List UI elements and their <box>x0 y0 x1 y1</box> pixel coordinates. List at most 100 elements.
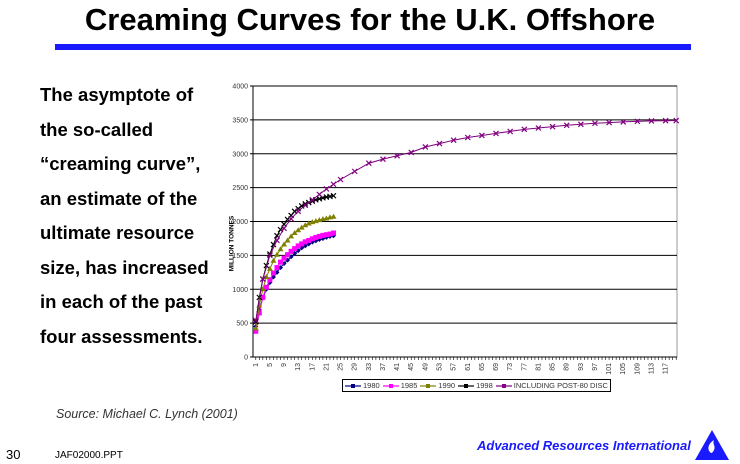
x-tick-label: 17 <box>309 363 316 371</box>
x-tick-label: 69 <box>493 363 500 371</box>
data-point <box>436 140 443 147</box>
y-tick-label: 3500 <box>232 117 248 124</box>
data-point <box>563 122 570 129</box>
data-point <box>302 239 308 245</box>
data-point <box>273 251 280 257</box>
body-line: the so-called <box>40 118 154 140</box>
legend-swatch-icon <box>420 383 437 388</box>
data-point <box>309 236 315 242</box>
x-tick-label: 21 <box>323 363 330 371</box>
x-tick-label: 33 <box>366 363 373 371</box>
data-point <box>478 132 485 139</box>
data-point <box>285 252 291 258</box>
data-point <box>337 176 344 183</box>
x-tick-label: 9 <box>281 363 288 367</box>
data-point <box>288 254 294 260</box>
data-point <box>274 237 280 244</box>
data-point <box>365 160 372 167</box>
data-point <box>673 117 680 124</box>
data-point <box>330 192 337 199</box>
file-name: JAF02000.PPT <box>55 450 123 461</box>
data-point <box>270 257 277 263</box>
legend-label: INCLUDING POST-80 DISC <box>513 381 608 390</box>
legend-item: 1985 <box>382 381 418 390</box>
company-name: Advanced Resources International <box>477 438 691 453</box>
page-number: 30 <box>6 447 21 462</box>
legend-label: 1990 <box>438 381 456 390</box>
data-point <box>620 118 627 125</box>
legend-label: 1985 <box>400 381 418 390</box>
y-tick-label: 1500 <box>232 253 248 260</box>
data-point <box>266 252 273 259</box>
data-point <box>266 265 273 271</box>
x-tick-label: 61 <box>465 363 472 371</box>
data-point <box>252 317 259 324</box>
data-point <box>291 230 298 236</box>
data-point <box>281 255 287 261</box>
data-point <box>295 208 302 215</box>
data-point <box>281 241 288 247</box>
body-line: The asymptote of <box>40 84 194 105</box>
data-point <box>464 134 471 141</box>
data-point <box>260 294 266 300</box>
data-point <box>521 126 528 133</box>
data-point <box>302 200 309 207</box>
data-point <box>493 130 499 137</box>
x-tick-label: 109 <box>634 363 641 375</box>
data-point <box>309 198 316 205</box>
legend-label: 1980 <box>363 381 380 390</box>
data-point <box>292 246 298 252</box>
x-tick-label: 77 <box>521 363 528 371</box>
data-point <box>662 117 669 124</box>
data-point <box>259 276 266 283</box>
data-point <box>507 128 514 135</box>
data-point <box>274 265 280 271</box>
data-point <box>577 121 584 128</box>
data-point <box>648 117 655 124</box>
data-point <box>270 270 276 276</box>
data-point <box>592 120 598 127</box>
y-tick-label: 1000 <box>232 287 248 294</box>
body-line: ultimate resource <box>40 222 195 243</box>
data-point <box>323 232 329 238</box>
data-point <box>330 213 337 219</box>
data-point <box>331 230 336 236</box>
x-tick-label: 37 <box>380 363 387 371</box>
data-point <box>288 233 295 239</box>
chart-legend: 1980 1985 1990 1998 INCLUDING POST-80 DISC <box>342 379 611 392</box>
data-point <box>302 202 309 209</box>
data-point <box>320 232 326 238</box>
body-line: four assessments. <box>40 325 203 347</box>
legend-item: INCLUDING POST-80 DISC <box>495 381 608 390</box>
legend-item: 1980 <box>345 381 380 390</box>
data-point <box>305 220 312 226</box>
data-point <box>256 310 262 316</box>
data-point <box>295 227 302 233</box>
data-point <box>277 246 284 252</box>
body-text: The asymptote of the so-called “creaming… <box>40 78 209 354</box>
x-tick-label: 113 <box>649 363 656 374</box>
data-point <box>549 123 556 130</box>
x-tick-label: 85 <box>550 363 557 371</box>
x-tick-label: 81 <box>535 363 542 371</box>
data-point <box>306 237 312 243</box>
data-point <box>252 325 259 331</box>
data-point <box>450 137 457 144</box>
data-point <box>327 231 333 237</box>
data-point <box>408 149 415 156</box>
data-point <box>380 156 386 163</box>
data-point <box>394 152 401 159</box>
x-tick-label: 45 <box>408 363 415 371</box>
data-point <box>316 191 323 198</box>
data-point <box>330 181 337 188</box>
data-point <box>295 243 301 249</box>
y-tick-label: 4000 <box>232 84 248 91</box>
data-point <box>284 237 291 243</box>
data-point <box>535 125 542 131</box>
x-tick-label: 41 <box>394 363 401 371</box>
y-tick-label: 2000 <box>232 219 248 226</box>
x-tick-label: 93 <box>578 363 585 371</box>
body-line: in each of the past <box>40 291 203 312</box>
x-tick-label: 117 <box>663 363 670 374</box>
legend-label: 1998 <box>476 381 493 390</box>
